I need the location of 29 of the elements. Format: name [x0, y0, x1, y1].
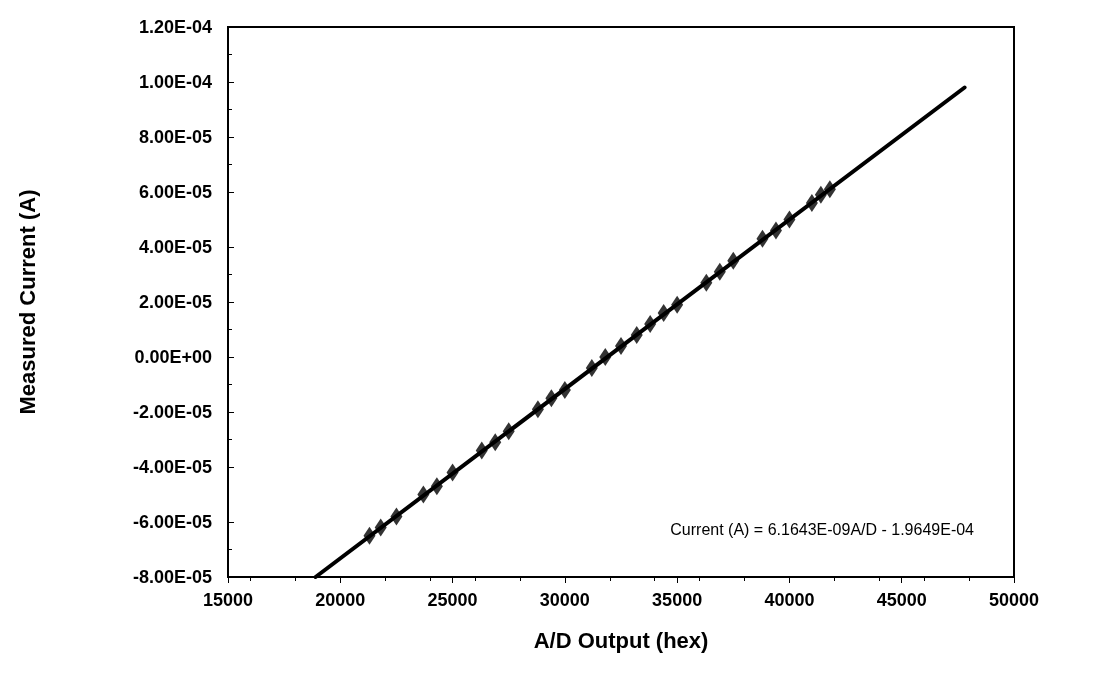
point: [558, 381, 571, 399]
y-tick-label: 2.00E-05: [138, 292, 212, 312]
point: [585, 359, 598, 377]
annotation: Current (A) = 6.1643E-09A/D - 1.9649E-04: [670, 520, 975, 538]
y-tick-label: -8.00E-05: [132, 567, 212, 587]
x-tick-label: 25000: [427, 590, 478, 610]
point: [599, 348, 612, 366]
x-axis-title: A/D Output (hex): [533, 627, 709, 653]
y-tick-label: 6.00E-05: [138, 182, 212, 202]
y-tick-label: 8.00E-05: [138, 127, 212, 147]
y-tick-label: -4.00E-05: [132, 457, 212, 477]
point: [644, 315, 657, 333]
x-tick-label: 35000: [652, 590, 703, 610]
point: [805, 194, 818, 212]
x-tick-label: 40000: [764, 590, 815, 610]
point: [657, 304, 670, 322]
y-axis-title: Measured Current (A): [14, 189, 40, 415]
y-tick-label: 4.00E-05: [138, 237, 212, 257]
y-tick-label: -6.00E-05: [132, 512, 212, 532]
x-tick-label: 15000: [202, 590, 254, 610]
x-tick-label: 20000: [315, 590, 366, 610]
y-tick-label: 0.00E+00: [134, 347, 212, 367]
point: [630, 326, 643, 344]
y-tick-label: -2.00E-05: [132, 402, 212, 422]
y-tick-label: 1.20E-04: [138, 17, 212, 37]
x-tick-label: 45000: [876, 590, 927, 610]
x-tick-label: 50000: [988, 590, 1040, 610]
y-tick-label: 1.00E-04: [138, 72, 212, 92]
x-tick-label: 30000: [539, 590, 590, 610]
